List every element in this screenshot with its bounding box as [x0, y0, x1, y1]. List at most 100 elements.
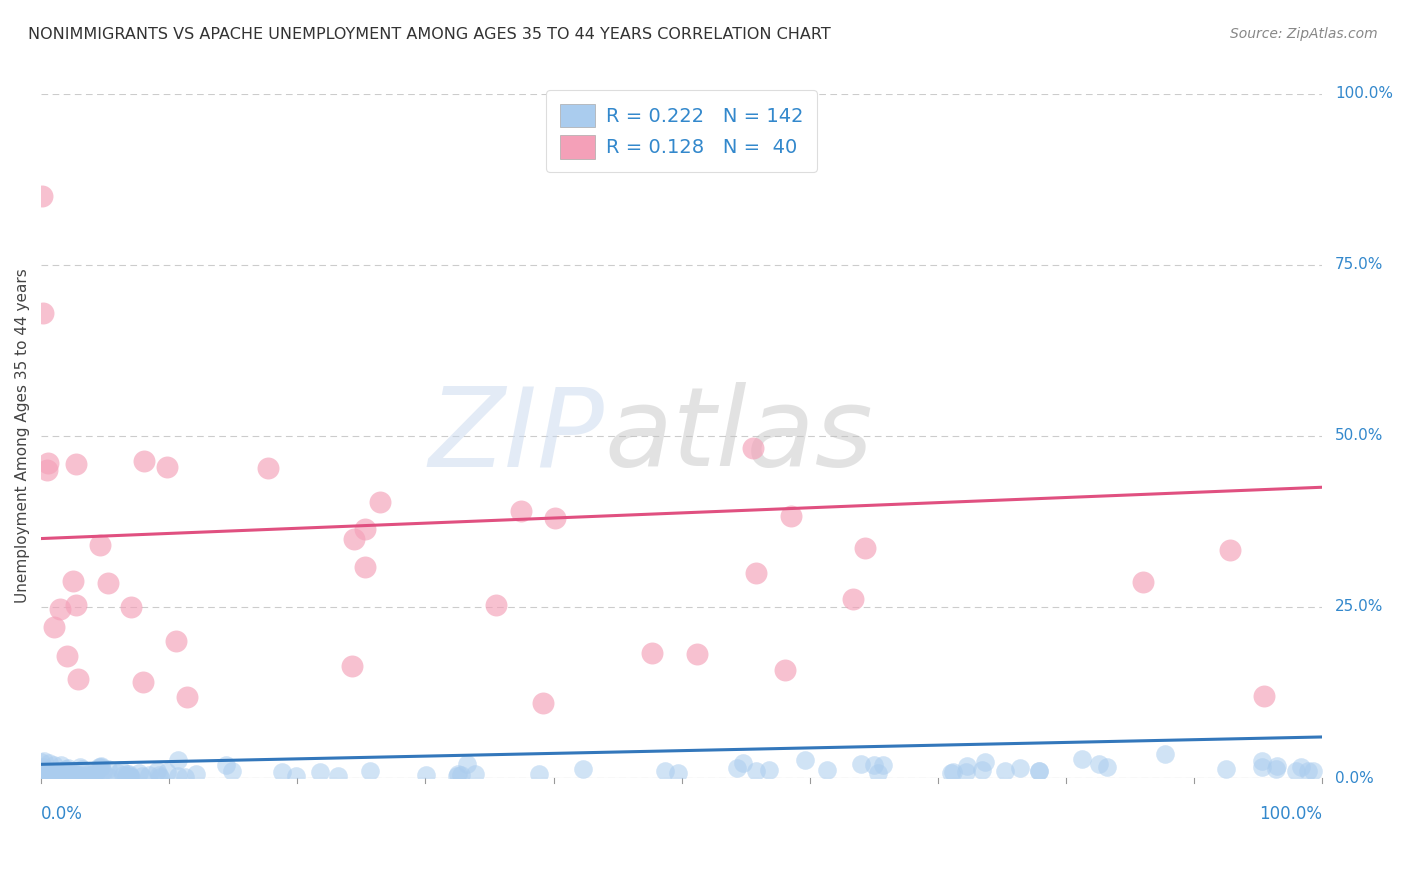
Point [450, 768, 472, 782]
Point [955, 765, 977, 780]
Point [1302, 764, 1324, 778]
Point [1008, 761, 1031, 775]
Point [84, 770, 107, 784]
Point [65, 457, 87, 471]
Point [1095, 760, 1118, 774]
Point [63, 770, 86, 784]
Point [48, 771, 70, 785]
Point [56, 761, 79, 775]
Point [773, 663, 796, 677]
Point [49, 767, 72, 781]
Point [1219, 543, 1241, 558]
Point [117, 767, 139, 781]
Point [51, 757, 73, 772]
Point [45, 771, 67, 785]
Text: ZIP: ZIP [429, 383, 605, 490]
Point [80, 769, 103, 783]
Point [51, 771, 73, 785]
Point [35, 763, 58, 777]
Point [118, 767, 141, 781]
Point [55, 648, 77, 663]
Point [148, 768, 170, 782]
Point [817, 763, 839, 777]
Point [942, 765, 965, 780]
Point [51, 769, 73, 783]
Point [37, 463, 59, 477]
Point [510, 504, 533, 518]
Text: atlas: atlas [605, 383, 873, 490]
Point [446, 767, 468, 781]
Point [464, 766, 486, 780]
Point [1070, 752, 1092, 766]
Point [131, 769, 153, 783]
Point [1253, 689, 1275, 703]
Point [30, 766, 52, 780]
Point [76, 771, 98, 785]
Point [531, 696, 554, 710]
Point [939, 765, 962, 780]
Point [62, 574, 84, 588]
Point [853, 541, 876, 556]
Text: NONIMMIGRANTS VS APACHE UNEMPLOYMENT AMONG AGES 35 TO 44 YEARS CORRELATION CHART: NONIMMIGRANTS VS APACHE UNEMPLOYMENT AMO… [28, 27, 831, 42]
Point [51, 769, 73, 783]
Point [45, 766, 67, 780]
Point [741, 441, 763, 455]
Point [527, 767, 550, 781]
Point [66, 768, 89, 782]
Point [176, 690, 198, 705]
Point [84, 766, 107, 780]
Point [328, 769, 350, 783]
Point [167, 769, 190, 783]
Point [132, 454, 155, 468]
Point [342, 659, 364, 673]
Point [167, 753, 190, 767]
Point [37, 765, 59, 780]
Point [49, 602, 72, 616]
Point [359, 764, 381, 779]
Point [868, 766, 890, 780]
Point [112, 768, 135, 782]
Point [654, 764, 676, 778]
Point [89, 769, 111, 783]
Point [572, 763, 595, 777]
Point [65, 598, 87, 612]
Point [118, 769, 141, 783]
Point [308, 764, 330, 779]
Y-axis label: Unemployment Among Ages 35 to 44 years: Unemployment Among Ages 35 to 44 years [15, 268, 30, 603]
Point [745, 566, 768, 580]
Point [544, 511, 567, 525]
Point [353, 560, 375, 574]
Point [32, 754, 55, 768]
Point [87, 760, 110, 774]
Point [1028, 764, 1050, 778]
Point [46, 768, 69, 782]
Point [285, 768, 308, 782]
Point [30, 771, 52, 785]
Point [41, 770, 63, 784]
Point [1296, 764, 1319, 778]
Point [67, 672, 90, 686]
Point [793, 753, 815, 767]
Point [446, 769, 468, 783]
Point [956, 759, 979, 773]
Point [63, 766, 86, 780]
Point [30, 771, 52, 785]
Point [131, 675, 153, 690]
Point [725, 761, 748, 775]
Point [48, 770, 70, 784]
Point [1251, 754, 1274, 768]
Point [39, 767, 62, 781]
Point [32, 306, 55, 320]
Point [974, 755, 997, 769]
Point [120, 599, 142, 614]
Point [69, 760, 91, 774]
Point [640, 646, 662, 660]
Point [165, 633, 187, 648]
Point [456, 756, 478, 771]
Point [70, 762, 93, 776]
Point [156, 764, 179, 779]
Point [97, 762, 120, 776]
Point [758, 764, 780, 778]
Text: 25.0%: 25.0% [1334, 599, 1384, 615]
Point [32, 771, 55, 785]
